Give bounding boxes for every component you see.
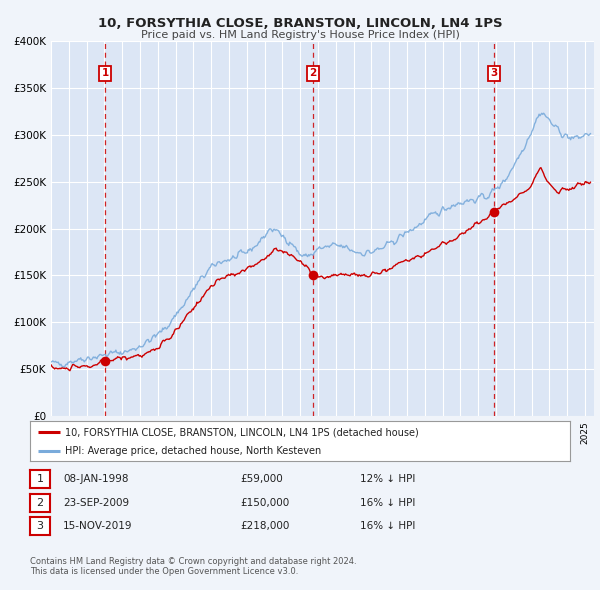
Text: 3: 3 <box>490 68 497 78</box>
Text: 10, FORSYTHIA CLOSE, BRANSTON, LINCOLN, LN4 1PS (detached house): 10, FORSYTHIA CLOSE, BRANSTON, LINCOLN, … <box>65 427 419 437</box>
Text: £150,000: £150,000 <box>240 498 289 507</box>
Text: 2: 2 <box>310 68 317 78</box>
Text: 2: 2 <box>37 498 43 507</box>
Text: 08-JAN-1998: 08-JAN-1998 <box>63 474 128 484</box>
Text: This data is licensed under the Open Government Licence v3.0.: This data is licensed under the Open Gov… <box>30 567 298 576</box>
Text: Price paid vs. HM Land Registry's House Price Index (HPI): Price paid vs. HM Land Registry's House … <box>140 30 460 40</box>
Text: 16% ↓ HPI: 16% ↓ HPI <box>360 498 415 507</box>
Text: 23-SEP-2009: 23-SEP-2009 <box>63 498 129 507</box>
Text: 1: 1 <box>37 474 43 484</box>
Text: 15-NOV-2019: 15-NOV-2019 <box>63 522 133 531</box>
Text: Contains HM Land Registry data © Crown copyright and database right 2024.: Contains HM Land Registry data © Crown c… <box>30 558 356 566</box>
Text: 12% ↓ HPI: 12% ↓ HPI <box>360 474 415 484</box>
Text: £218,000: £218,000 <box>240 522 289 531</box>
Text: 10, FORSYTHIA CLOSE, BRANSTON, LINCOLN, LN4 1PS: 10, FORSYTHIA CLOSE, BRANSTON, LINCOLN, … <box>98 17 502 30</box>
Text: HPI: Average price, detached house, North Kesteven: HPI: Average price, detached house, Nort… <box>65 447 322 456</box>
Text: 1: 1 <box>101 68 109 78</box>
Text: 3: 3 <box>37 522 43 531</box>
Text: £59,000: £59,000 <box>240 474 283 484</box>
Text: 16% ↓ HPI: 16% ↓ HPI <box>360 522 415 531</box>
